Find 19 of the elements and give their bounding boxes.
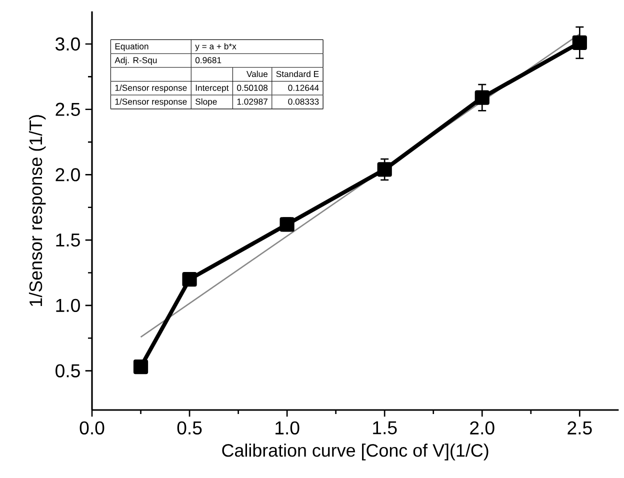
point <box>572 35 587 50</box>
point <box>133 360 148 374</box>
x-tick-label: 1.0 <box>276 421 300 435</box>
y-tick-label: 0.5 <box>56 364 80 378</box>
y-tick-label: 2.5 <box>56 102 80 116</box>
y-tick-label: 2.0 <box>56 168 80 182</box>
y-axis-title: 1/Sensor response (1/T) <box>28 115 46 306</box>
y-tick-label: 1.5 <box>56 234 80 247</box>
y-tick-label: 3.0 <box>56 37 80 51</box>
x-tick-label: 0.0 <box>80 421 104 435</box>
x-tick-label: 0.5 <box>177 421 202 435</box>
x-tick-label: 1.5 <box>373 421 397 434</box>
x-tick-label: 2.0 <box>470 421 494 435</box>
x-axis-title: Calibration curve [Conc of V](1/C) <box>222 444 488 460</box>
point <box>377 162 392 177</box>
y-tick-label: 1.0 <box>56 298 80 312</box>
x-tick-label: 2.5 <box>568 421 592 435</box>
point <box>182 272 197 287</box>
point <box>474 90 490 105</box>
